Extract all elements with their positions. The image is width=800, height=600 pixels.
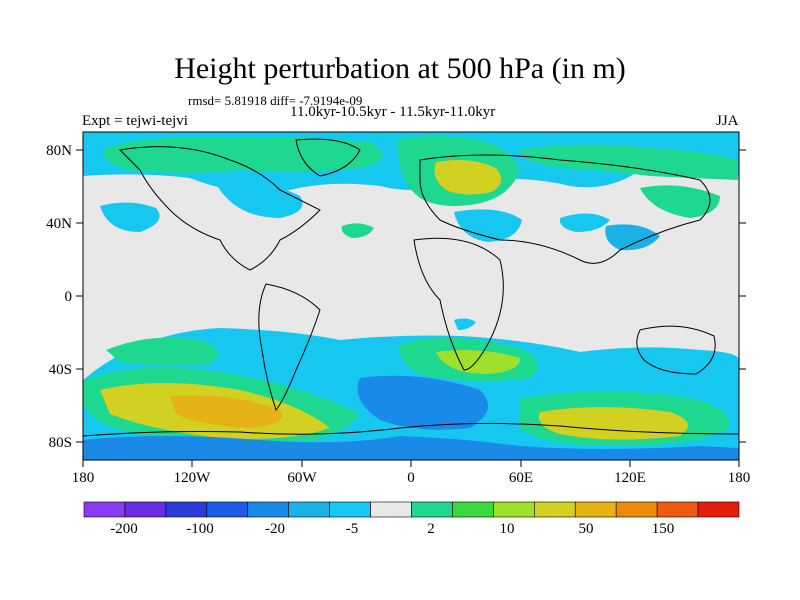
colorbar-label: 150 [652, 521, 675, 537]
colorbar-segment [288, 501, 330, 518]
contour-blue-patch [605, 224, 660, 251]
colorbar-label: 50 [579, 521, 594, 537]
contour-orange-south [170, 395, 282, 428]
colorbar-segment [124, 501, 167, 518]
lat-tick-label: 80S [49, 435, 72, 451]
contour-fields [83, 132, 739, 460]
experiment-label: Expt = tejwi-tejvi [82, 113, 188, 129]
coastlines [83, 138, 739, 437]
stats-subtitle: rmsd= 5.81918 diff= -7.9194e-09 [188, 93, 363, 108]
south-america-outline [258, 283, 321, 412]
contour-green-patch-2 [640, 185, 720, 218]
colorbar: -200 -100 -20 -5 2 10 50 150 [83, 501, 740, 537]
colorbar-segment [165, 501, 208, 518]
colorbar-label: -20 [265, 521, 285, 537]
eurasia-outline [419, 154, 711, 264]
colorbar-segment [83, 501, 126, 518]
colorbar-segment [247, 501, 289, 518]
colorbar-label: 10 [500, 521, 515, 537]
lon-tick-label: 60W [287, 470, 317, 486]
colorbar-segment [329, 501, 371, 518]
colorbar-segment [411, 501, 453, 518]
lon-tick-label: 0 [407, 470, 415, 486]
contour-green-patch-1 [341, 223, 374, 238]
contour-green-ne [520, 144, 738, 180]
lon-tick-label: 120W [174, 470, 212, 486]
colorbar-segment [493, 501, 535, 518]
contour-blue-south-2 [83, 436, 739, 460]
lat-tick-label: 80N [46, 143, 72, 159]
colorbar-segment [534, 501, 576, 518]
season-label: JJA [716, 113, 739, 129]
africa-outline [413, 237, 504, 371]
lon-tick-label: 180 [72, 470, 95, 486]
lon-tick-label: 120E [614, 470, 646, 486]
colorbar-segment [206, 501, 249, 518]
colorbar-label: -5 [346, 521, 359, 537]
map-title: Height perturbation at 500 hPa (in m) [174, 52, 626, 85]
lat-tick-label: 40S [49, 362, 72, 378]
colorbar-segment [697, 501, 740, 518]
contour-blue-south-1 [357, 375, 488, 430]
colorbar-segment [452, 501, 494, 518]
latitude-ticks: 80N 40N 0 40S 80S [46, 143, 746, 451]
contour-green-arctic [103, 137, 383, 173]
contour-yellow-south-2 [538, 407, 688, 440]
lon-tick-label: 60E [509, 470, 533, 486]
contour-cyan-patch-1 [100, 202, 160, 232]
colorbar-segment [656, 501, 699, 518]
map-panel [82, 131, 740, 461]
north-america-outline [118, 146, 321, 271]
colorbar-segment [370, 501, 412, 518]
colorbar-label: -100 [186, 521, 214, 537]
period-subtitle: 11.0kyr-10.5kyr - 11.5kyr-11.0kyr [290, 104, 496, 120]
contour-cyan-patch-5 [454, 318, 476, 330]
contour-green-south-1 [106, 337, 218, 366]
longitude-ticks: 180 120W 60W 0 60E 120E 180 [72, 460, 751, 486]
contour-orange-europe [434, 160, 502, 195]
lat-tick-label: 40N [46, 216, 72, 232]
colorbar-segment [615, 501, 658, 518]
antarctica-outline [83, 422, 739, 437]
australia-outline [636, 325, 716, 375]
contour-cyan-patch-3 [454, 209, 522, 242]
lon-tick-label: 180 [728, 470, 751, 486]
lat-tick-label: 0 [65, 289, 73, 305]
colorbar-label: 2 [427, 521, 435, 537]
colorbar-label: -200 [110, 521, 138, 537]
colorbar-segment [574, 501, 617, 518]
greenland-outline [295, 138, 361, 177]
contour-cyan-patch-4 [559, 213, 610, 232]
